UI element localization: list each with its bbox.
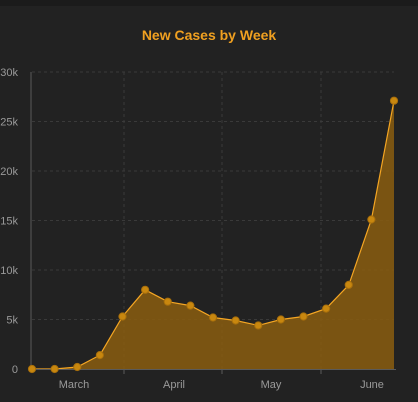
x-tick-label: March <box>59 379 90 391</box>
data-point <box>344 280 353 289</box>
data-point <box>50 364 59 374</box>
area-fill <box>32 100 394 369</box>
data-point <box>367 215 376 224</box>
data-point <box>254 321 263 330</box>
y-tick-label: 5k <box>6 315 18 327</box>
data-point <box>322 304 331 313</box>
top-border <box>0 0 418 6</box>
y-tick-label: 10k <box>0 265 18 277</box>
chart-title: New Cases by Week <box>141 27 277 43</box>
data-point <box>141 285 150 294</box>
x-tick-label: April <box>163 379 185 391</box>
data-point <box>208 313 218 322</box>
data-point <box>73 362 82 372</box>
data-point <box>231 316 240 325</box>
x-axis-labels: March April May June <box>59 379 384 391</box>
data-point <box>27 364 37 374</box>
data-point <box>299 312 308 321</box>
data-point <box>276 315 285 324</box>
y-tick-label: 25k <box>0 117 18 129</box>
data-point <box>95 351 104 360</box>
y-tick-label: 30k <box>0 67 18 79</box>
data-point <box>118 312 127 321</box>
y-tick-label: 20k <box>0 166 18 178</box>
y-tick-label: 15k <box>0 216 18 228</box>
y-tick-label: 0 <box>12 364 18 376</box>
data-point <box>389 96 399 105</box>
data-points <box>27 96 399 374</box>
data-point <box>163 297 172 306</box>
x-tick-label: May <box>261 379 282 391</box>
x-tick-label: June <box>360 379 384 391</box>
data-point <box>186 301 195 310</box>
axes <box>30 72 396 374</box>
y-axis-labels: 0 5k 10k 15k 20k 25k 30k <box>0 67 18 376</box>
